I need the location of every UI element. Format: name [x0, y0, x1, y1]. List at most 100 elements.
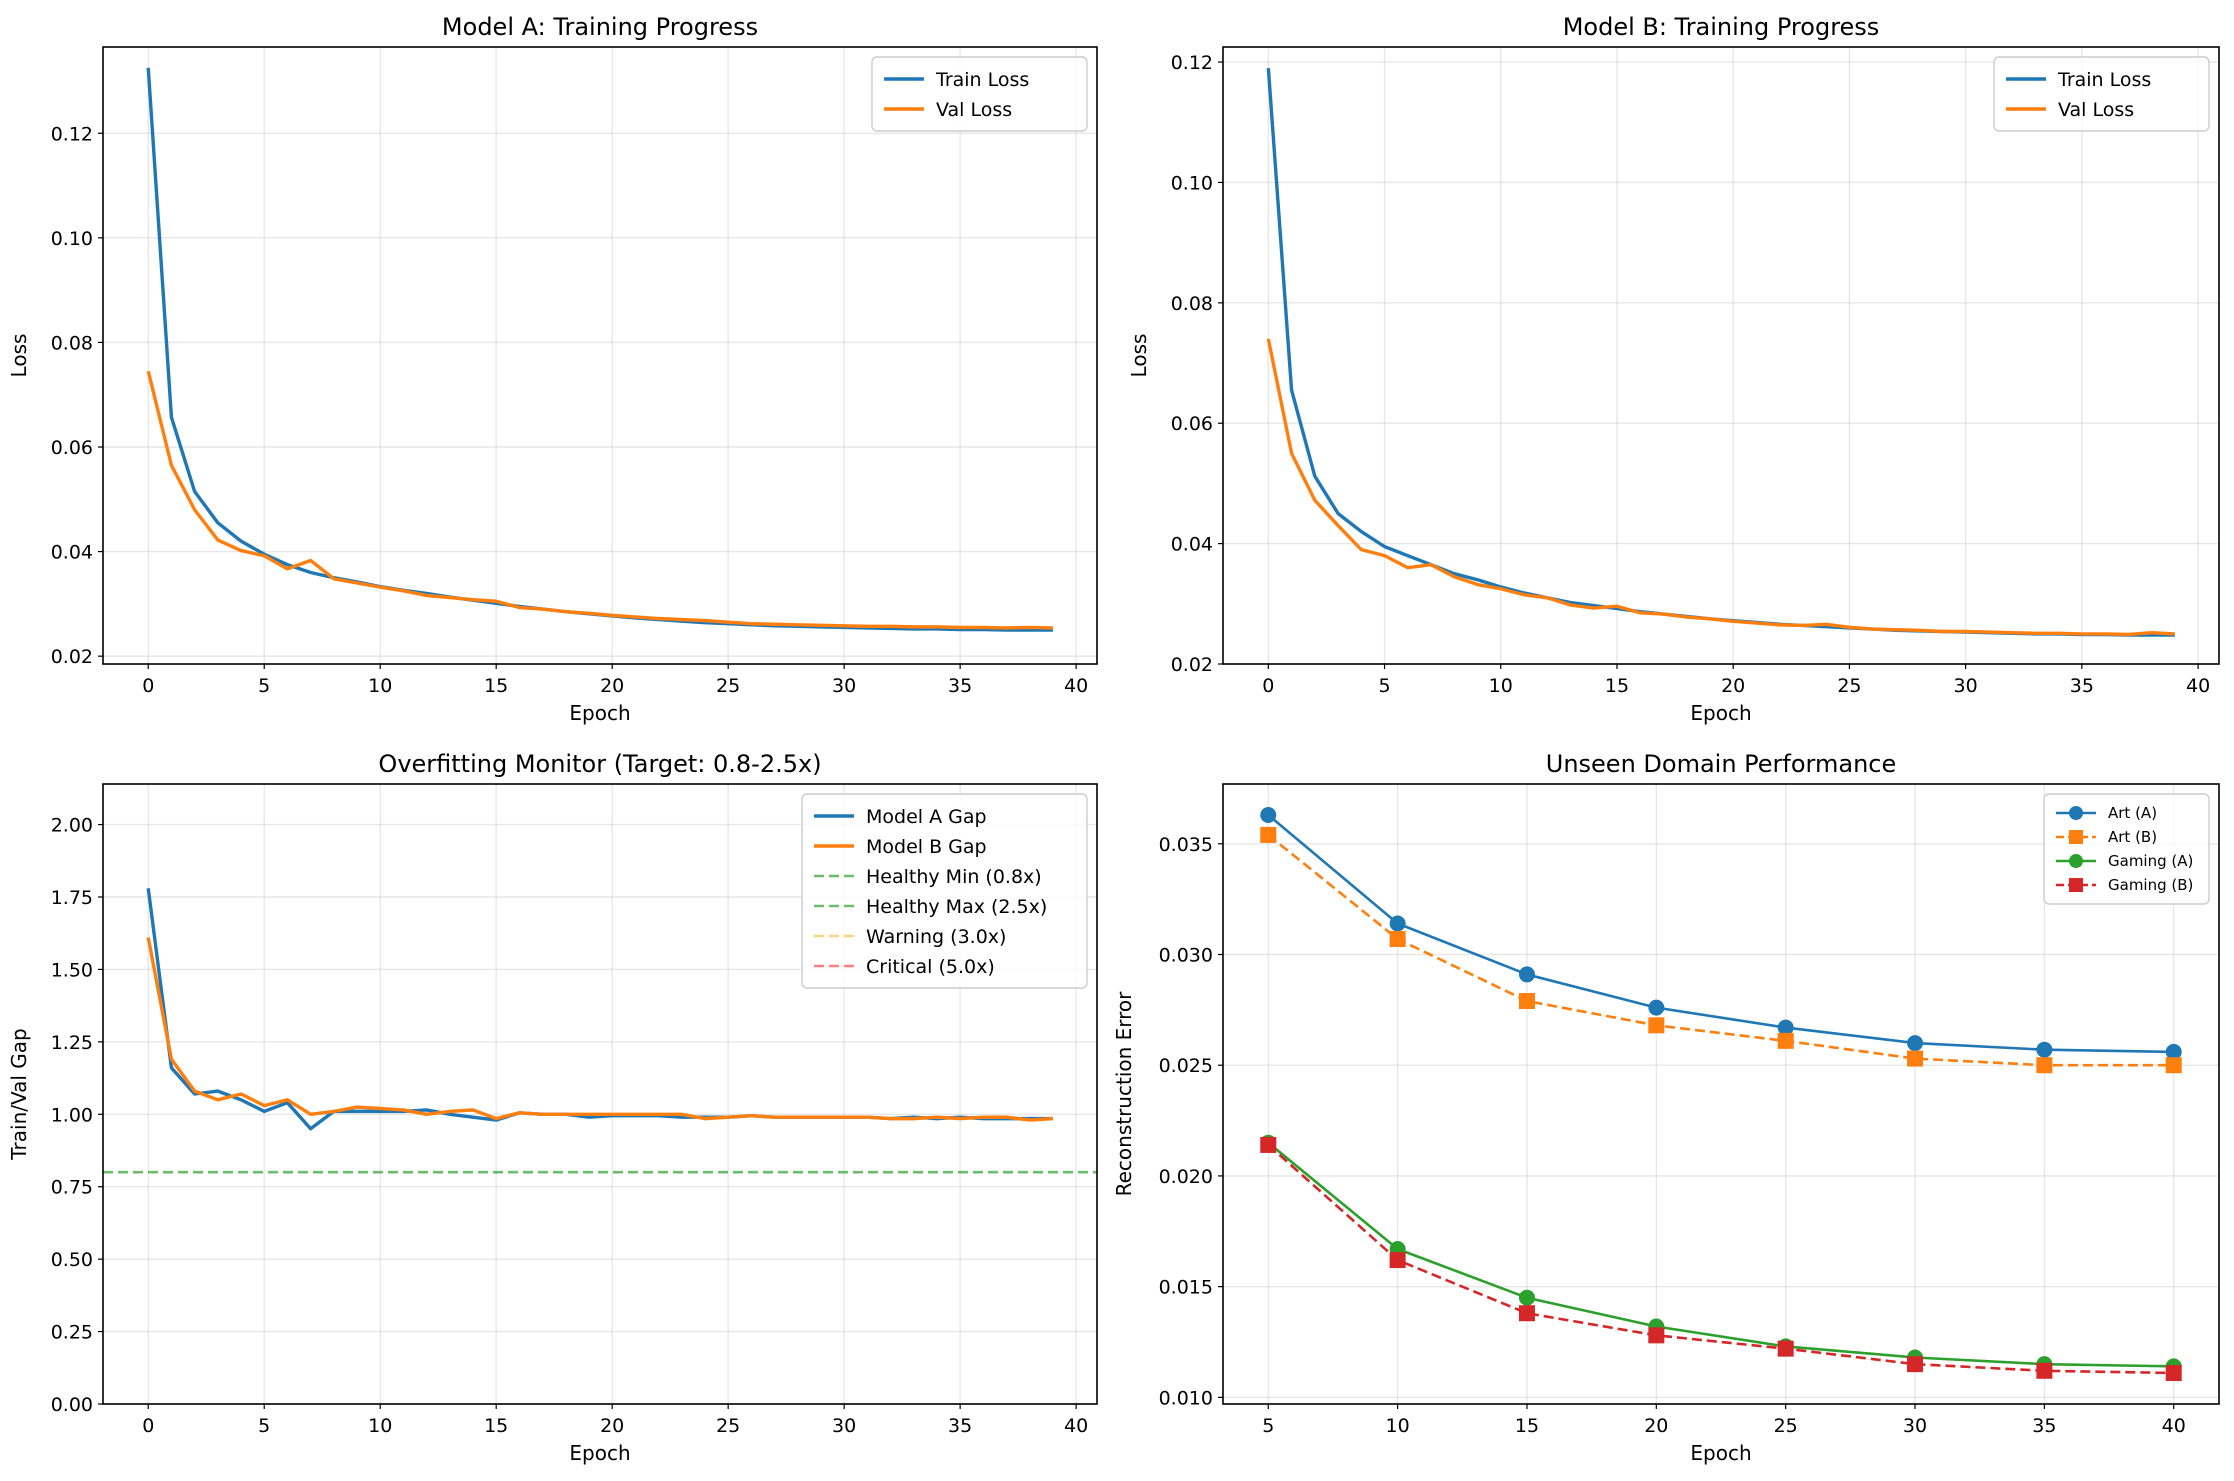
data-point: [1518, 993, 1535, 1009]
y-tick-label: 0.10: [1171, 172, 1213, 194]
y-tick-label: 2.00: [51, 815, 93, 837]
data-point: [1260, 1136, 1277, 1153]
x-tick-label: 30: [832, 675, 856, 697]
legend-box: [1993, 56, 2210, 132]
axes-frame: [1222, 783, 2220, 1405]
y-tick-label: 0.08: [51, 332, 93, 354]
y-tick-label: 0.25: [51, 1322, 93, 1344]
y-tick-label: 1.25: [51, 1032, 93, 1054]
legend: Train Loss Val Loss: [871, 56, 1088, 132]
data-point: [1907, 1050, 1924, 1067]
legend-label: Warning (3.0x): [866, 926, 1006, 948]
legend-label: Healthy Max (2.5x): [866, 896, 1047, 918]
legend-marker: [2069, 878, 2083, 892]
x-axis-label: Epoch: [569, 1441, 630, 1465]
data-point: [2165, 1365, 2182, 1381]
legend-label: Train Loss: [935, 69, 1029, 91]
x-axis-label: Epoch: [569, 701, 630, 725]
legend-box: [2043, 793, 2210, 905]
y-tick-label: 0.035: [1159, 834, 1213, 856]
data-point: [2036, 1057, 2053, 1074]
legend: Art (A) Art (B) Gaming (A) Gaming (B): [2043, 793, 2210, 905]
x-tick-label: 15: [1605, 675, 1629, 697]
data-point: [1648, 999, 1665, 1016]
legend-marker: [2069, 830, 2083, 844]
series-line-train-loss: [146, 67, 1053, 632]
series-line-art-b-: [1267, 833, 2174, 1067]
series-line-model-b-gap: [146, 937, 1054, 1122]
x-tick-label: 30: [1954, 675, 1978, 697]
legend-label: Gaming (A): [2108, 852, 2193, 870]
y-tick-label: 0.04: [51, 542, 93, 564]
y-axis-label: Train/Val Gap: [7, 1028, 31, 1160]
x-tick-label: 10: [1489, 675, 1513, 697]
data-point: [1260, 807, 1277, 823]
x-tick-label: 30: [832, 1415, 856, 1437]
y-tick-label: 0.12: [1171, 52, 1213, 74]
data-point: [1260, 826, 1277, 843]
legend-label: Val Loss: [936, 99, 1012, 121]
x-tick-label: 15: [1515, 1415, 1539, 1437]
x-tick-label: 35: [2032, 1415, 2056, 1437]
x-tick-label: 5: [1262, 1415, 1274, 1437]
y-tick-label: 0.020: [1159, 1166, 1213, 1188]
data-point: [1518, 966, 1535, 983]
y-tick-label: 0.75: [51, 1177, 93, 1199]
x-tick-label: 35: [948, 675, 972, 697]
x-tick-label: 5: [258, 1415, 270, 1437]
x-tick-label: 35: [948, 1415, 972, 1437]
y-axis-label: Reconstruction Error: [1112, 991, 1136, 1197]
legend-marker: [2069, 806, 2083, 820]
x-tick-label: 25: [716, 1415, 740, 1437]
x-tick-label: 0: [142, 675, 154, 697]
legend: Train Loss Val Loss: [1993, 56, 2210, 132]
x-tick-label: 20: [600, 1415, 624, 1437]
legend-label: Art (B): [2108, 828, 2157, 846]
data-point: [2036, 1041, 2053, 1058]
legend-box: [871, 56, 1088, 132]
x-axis-label: Epoch: [1690, 701, 1751, 725]
subplot-4: 5 10 15 20 25 30 35 40 0.010 0.015 0.020 0.025 0.030…: [1112, 750, 2220, 1465]
legend: Model A Gap Model B Gap Healthy Min (0.8x)…: [801, 793, 1088, 989]
y-tick-label: 0.10: [51, 228, 93, 250]
x-tick-label: 20: [1721, 675, 1745, 697]
legend-label: Model B Gap: [866, 836, 987, 858]
chart-title: Model B: Training Progress: [1563, 13, 1880, 41]
y-tick-label: 0.02: [51, 646, 93, 668]
chart-title: Model A: Training Progress: [442, 13, 758, 41]
data-point: [2036, 1362, 2053, 1379]
series-line-train-loss: [1266, 67, 2175, 637]
y-tick-label: 0.06: [51, 437, 93, 459]
y-tick-label: 0.025: [1159, 1055, 1213, 1077]
x-tick-label: 20: [1644, 1415, 1668, 1437]
axes-frame: [102, 46, 1098, 665]
y-tick-label: 0.04: [1171, 534, 1213, 556]
data-point: [1518, 1289, 1535, 1306]
x-axis-label: Epoch: [1690, 1441, 1751, 1465]
y-tick-label: 0.015: [1159, 1277, 1213, 1299]
x-tick-label: 30: [1903, 1415, 1927, 1437]
chart-title: Unseen Domain Performance: [1546, 750, 1897, 778]
data-point: [1518, 1305, 1535, 1322]
data-point: [1389, 1252, 1406, 1269]
x-tick-label: 25: [1774, 1415, 1798, 1437]
x-tick-label: 20: [600, 675, 624, 697]
plot-area: [1266, 67, 2175, 637]
y-tick-label: 0.010: [1159, 1387, 1213, 1409]
x-tick-label: 10: [368, 1415, 392, 1437]
x-tick-label: 15: [484, 675, 508, 697]
data-point: [2165, 1057, 2182, 1074]
y-tick-label: 0.08: [1171, 293, 1213, 315]
data-point: [2165, 1043, 2182, 1060]
series-line-art-a-: [1267, 814, 2174, 1054]
chart-title: Overfitting Monitor (Target: 0.8-2.5x): [378, 750, 821, 778]
data-point: [1777, 1032, 1794, 1049]
x-tick-label: 25: [716, 675, 740, 697]
y-tick-label: 1.75: [51, 887, 93, 909]
y-tick-label: 0.06: [1171, 413, 1213, 435]
data-point: [1648, 1017, 1665, 1034]
data-point: [1907, 1356, 1924, 1373]
x-tick-label: 15: [484, 1415, 508, 1437]
legend-label: Val Loss: [2058, 99, 2134, 121]
